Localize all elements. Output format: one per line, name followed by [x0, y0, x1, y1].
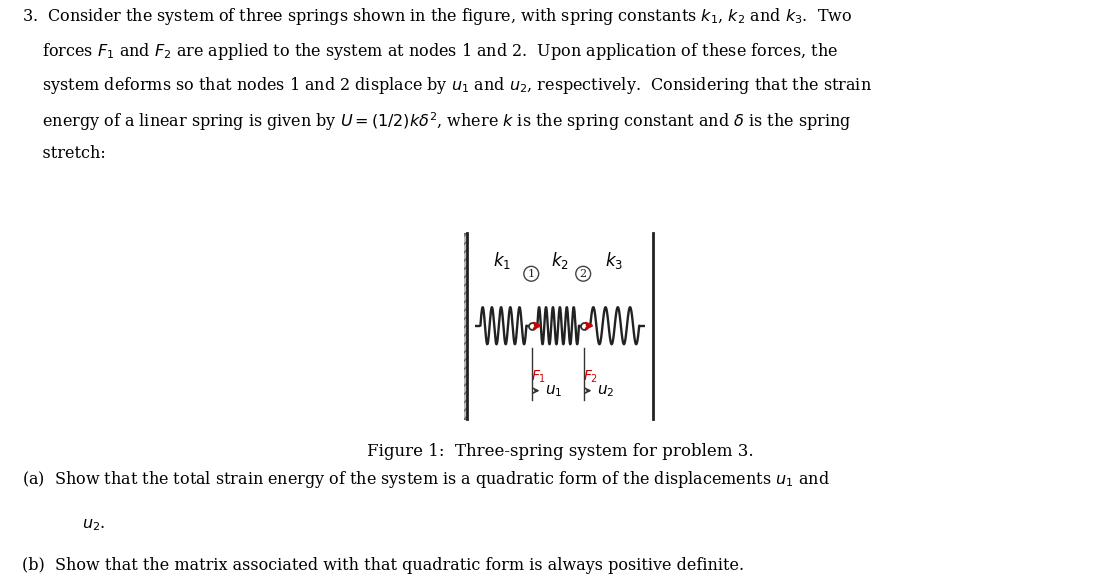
Text: energy of a linear spring is given by $U = (1/2)k\delta^2$, where $k$ is the spr: energy of a linear spring is given by $U…	[22, 110, 852, 133]
Text: system deforms so that nodes 1 and 2 displace by $u_1$ and $u_2$, respectively. : system deforms so that nodes 1 and 2 dis…	[22, 76, 872, 97]
Text: $u_2$.: $u_2$.	[82, 516, 105, 533]
Text: forces $F_1$ and $F_2$ are applied to the system at nodes 1 and 2.  Upon applica: forces $F_1$ and $F_2$ are applied to th…	[22, 40, 839, 62]
Text: $F_2$: $F_2$	[582, 369, 598, 385]
Text: $k_2$: $k_2$	[551, 250, 569, 271]
Text: stretch:: stretch:	[22, 145, 106, 162]
Text: $k_3$: $k_3$	[605, 250, 623, 271]
Text: $u_2$: $u_2$	[597, 383, 615, 398]
Text: Figure 1:  Three-spring system for problem 3.: Figure 1: Three-spring system for proble…	[366, 442, 754, 460]
Text: (a)  Show that the total strain energy of the system is a quadratic form of the : (a) Show that the total strain energy of…	[22, 469, 830, 490]
Circle shape	[576, 266, 590, 281]
Text: 2: 2	[580, 269, 587, 279]
Text: $F_1$: $F_1$	[531, 369, 545, 385]
Circle shape	[524, 266, 539, 281]
Bar	[460, 233, 467, 418]
Text: $u_1$: $u_1$	[545, 383, 562, 398]
Text: $k_1$: $k_1$	[494, 250, 512, 271]
Bar	[660, 233, 668, 418]
Text: (b)  Show that the matrix associated with that quadratic form is always positive: (b) Show that the matrix associated with…	[22, 557, 745, 574]
Text: 1: 1	[528, 269, 534, 279]
Text: 3.  Consider the system of three springs shown in the figure, with spring consta: 3. Consider the system of three springs …	[22, 6, 852, 27]
